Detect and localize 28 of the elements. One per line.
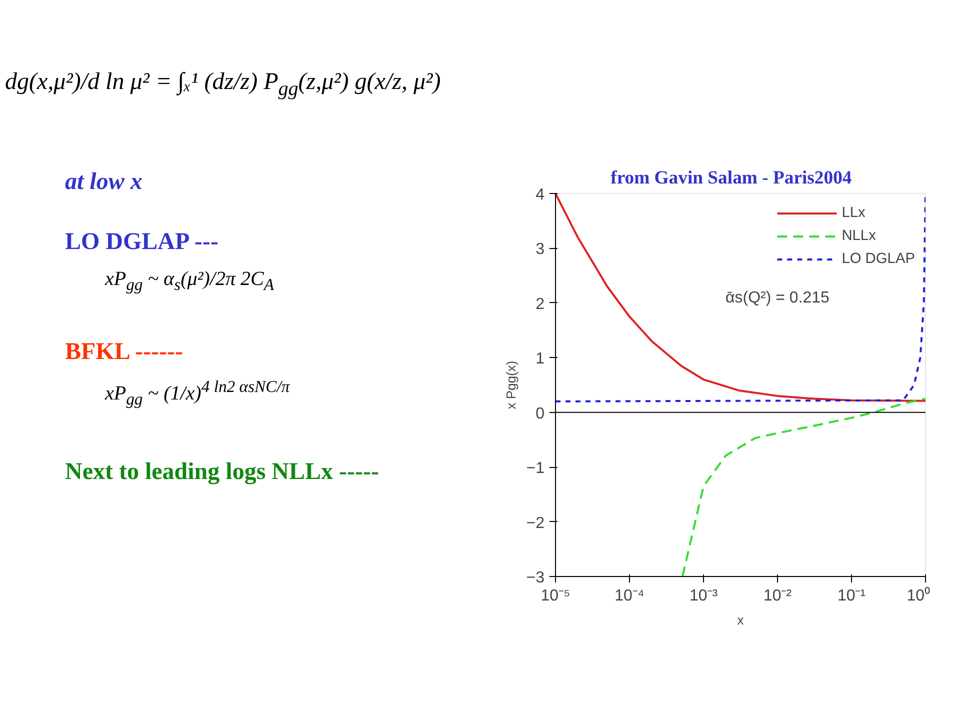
text: xP$_{gg}$ ~ α$_{s}$(μ²)/2π 2C$_{A}$ bbox=[104, 267, 274, 296]
x-tick-label: 10⁻⁵ bbox=[540, 588, 570, 604]
y-tick-label: 2 bbox=[536, 296, 545, 313]
x-tick-label: 10⁻¹ bbox=[837, 588, 866, 604]
x-axis-title: x bbox=[737, 612, 744, 628]
legend-label: NLLx bbox=[842, 228, 876, 244]
text: dg(x,μ²)/d ln μ² = ∫ₓ¹ (dz/z) P$_{gg}$(z,μ²) g(x/z, μ²) bbox=[5, 68, 441, 102]
annotation: ᾱs(Q²) = 0.215 bbox=[726, 290, 830, 306]
y-tick-label: 1 bbox=[536, 350, 545, 368]
text: xP$_{gg}$ ~ (1/x)$^{4 ln2 αsNC/π}$ bbox=[104, 376, 290, 411]
y-tick-label: 4 bbox=[536, 186, 545, 204]
x-tick-label: 10⁻³ bbox=[689, 588, 718, 604]
legend-label: LO DGLAP bbox=[842, 251, 915, 267]
x-tick-label: 10⁰ bbox=[906, 586, 930, 604]
legend-label: LLx bbox=[842, 205, 866, 221]
text: at low x bbox=[65, 168, 142, 197]
y-axis-title: x Pgg(x) bbox=[503, 360, 518, 410]
x-tick-label: 10⁻⁴ bbox=[614, 588, 644, 604]
x-tick-label: 10⁻² bbox=[763, 588, 792, 604]
text: Next to leading logs NLLx ----- bbox=[65, 458, 379, 487]
y-tick-label: −3 bbox=[526, 570, 545, 586]
text: BFKL ------ bbox=[65, 338, 183, 367]
text: LO DGLAP --- bbox=[65, 228, 218, 257]
y-tick-label: −2 bbox=[526, 514, 545, 532]
y-tick-label: 0 bbox=[536, 405, 545, 422]
y-tick-label: −1 bbox=[526, 460, 545, 478]
chart-title: from Gavin Salam - Paris2004 bbox=[610, 168, 852, 188]
y-tick-label: 3 bbox=[536, 241, 545, 258]
